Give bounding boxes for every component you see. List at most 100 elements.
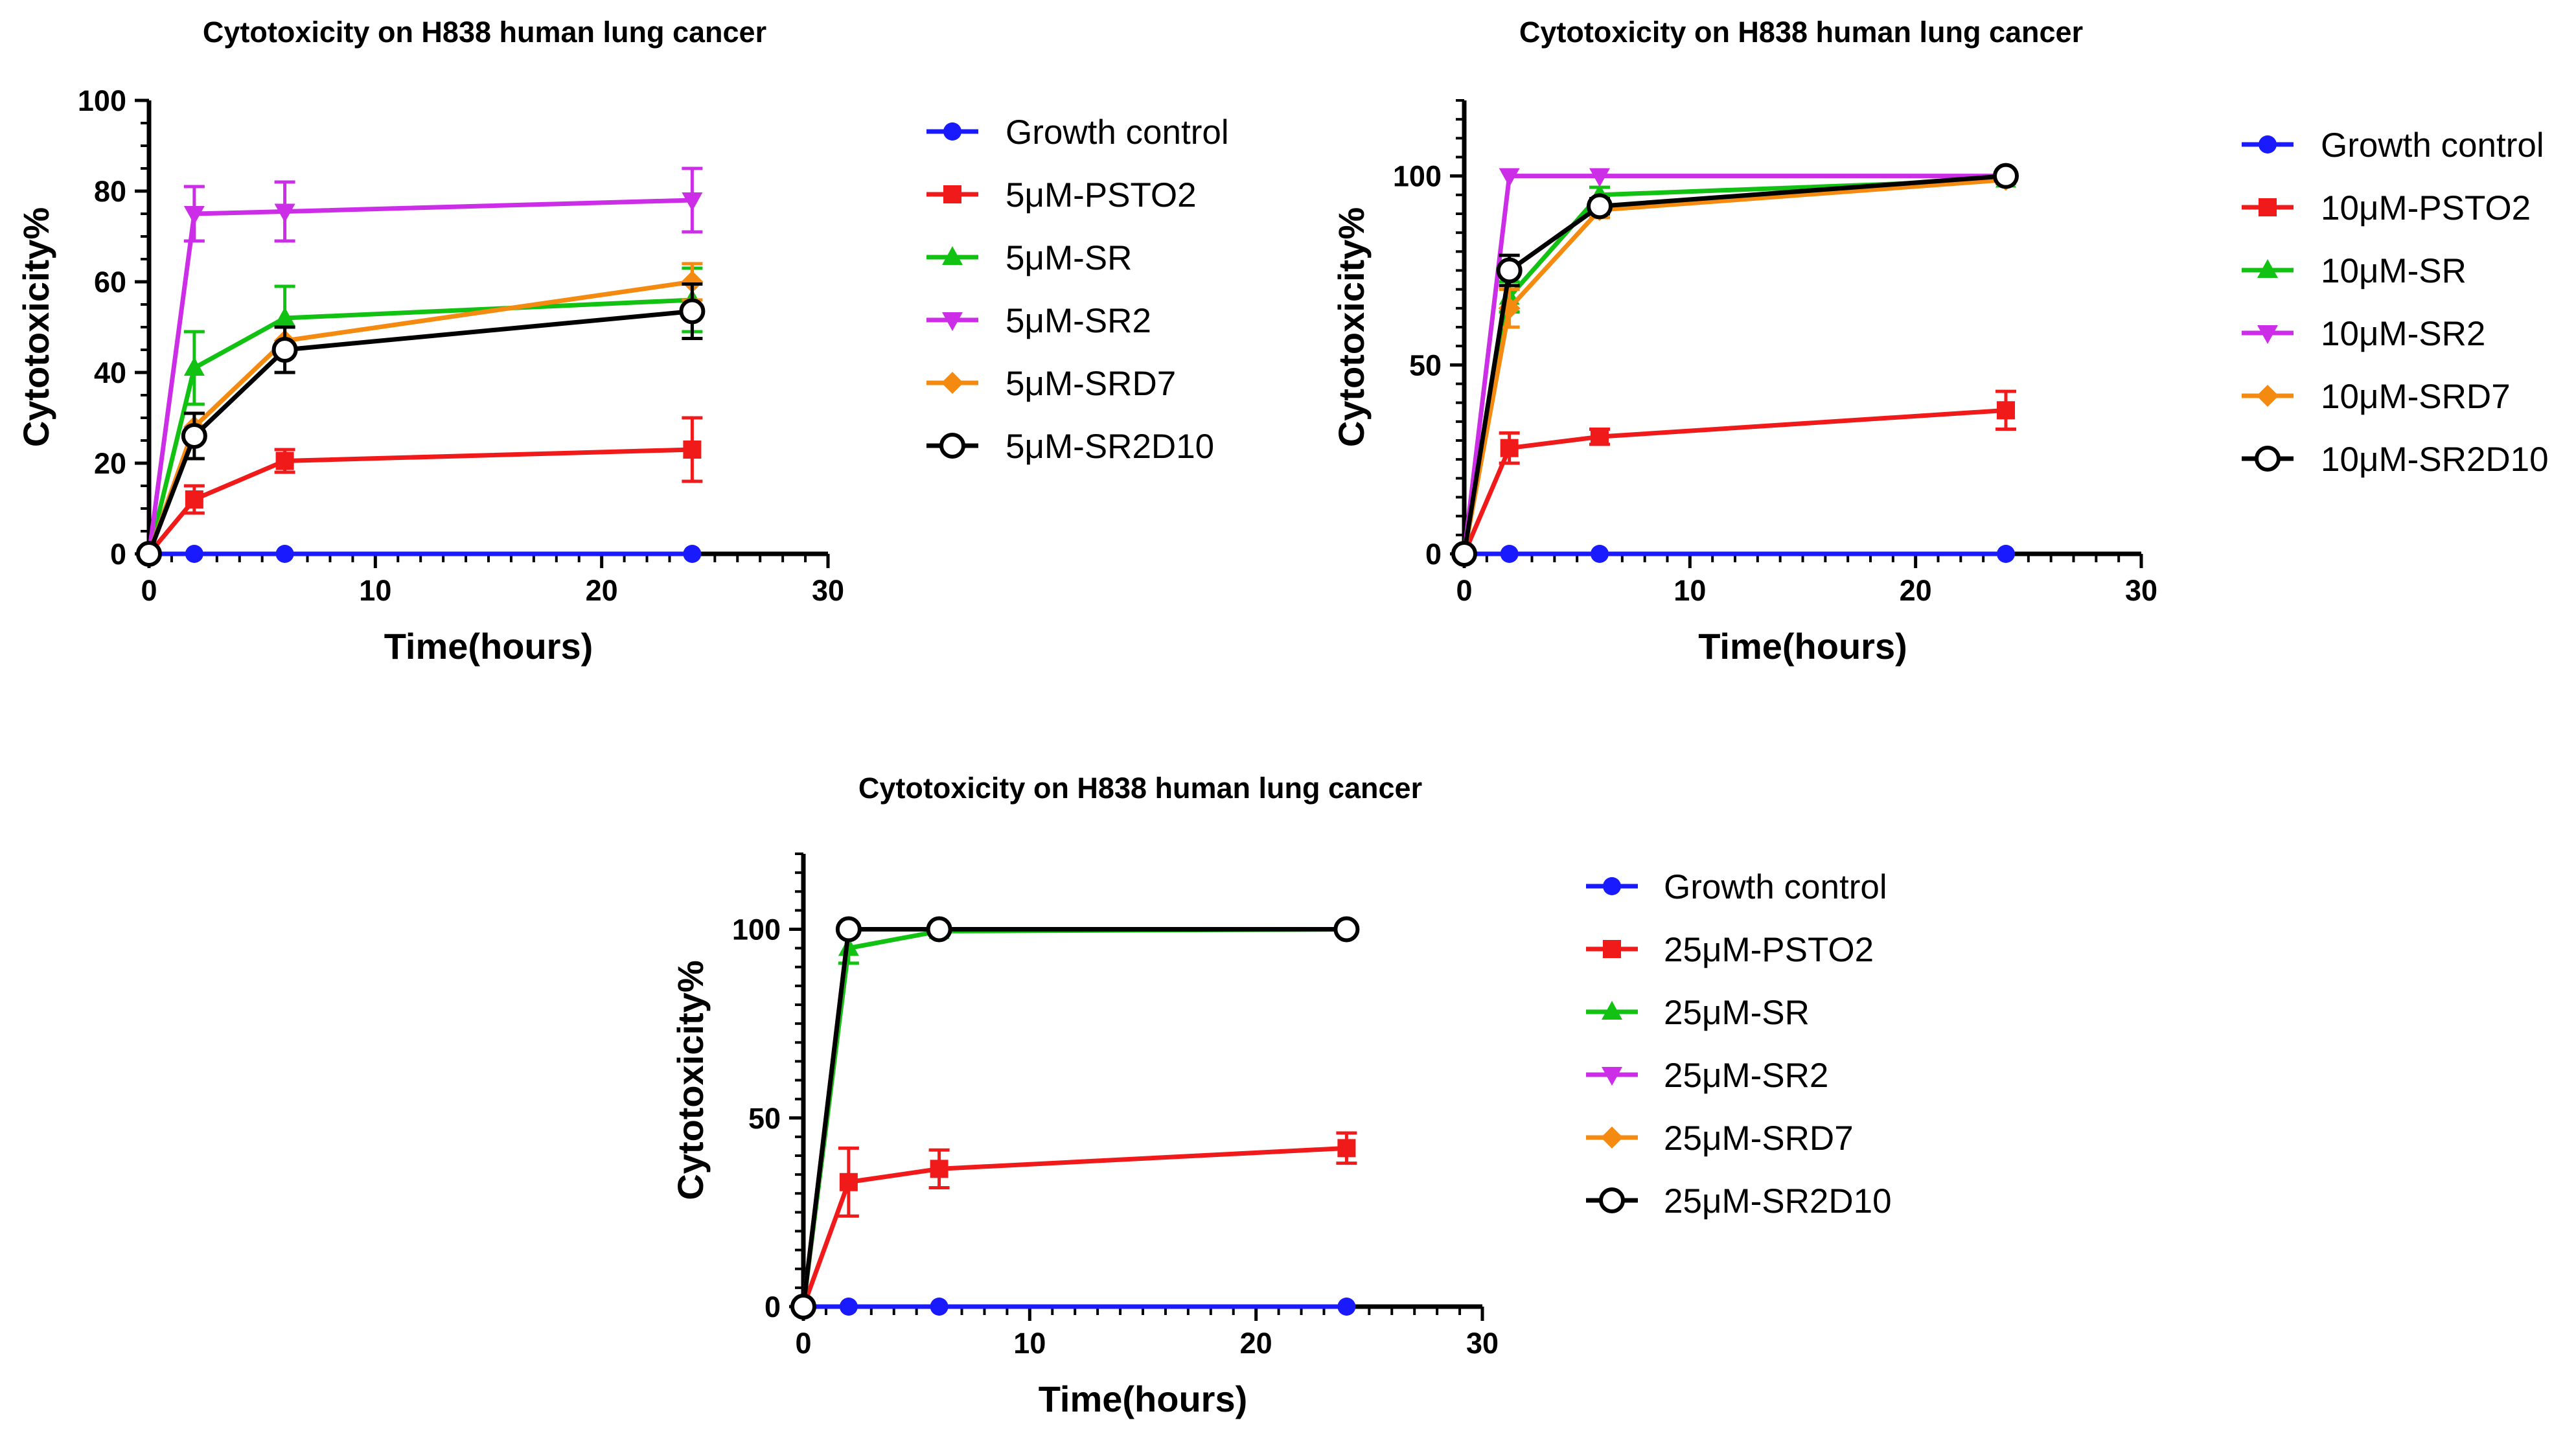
legend-marker [942, 312, 963, 331]
data-point [1499, 168, 1520, 187]
y-tick-label: 50 [1409, 349, 1442, 382]
series-line [146, 309, 693, 555]
data-point [274, 203, 295, 223]
series-line [1462, 174, 2006, 555]
data-point [1500, 545, 1519, 563]
data-point [1337, 1139, 1356, 1158]
series-line [1462, 177, 2007, 555]
legend-entry: Growth control [1586, 868, 1887, 906]
data-point [1337, 1298, 1356, 1316]
series-1 [1455, 545, 2015, 563]
data-point [930, 1298, 949, 1316]
data-point [1587, 193, 1613, 220]
x-tick-label: 20 [586, 574, 618, 607]
x-tick-label: 20 [1240, 1327, 1272, 1360]
data-point [274, 307, 295, 326]
x-tick-label: 10 [359, 574, 391, 607]
legend-marker [943, 185, 961, 203]
legend-label: 5μM-SRD7 [1006, 365, 1176, 403]
series-line [1462, 407, 2007, 555]
data-point [839, 1298, 858, 1316]
series-line [146, 279, 693, 555]
data-point [136, 541, 162, 567]
legend-label: Growth control [2321, 126, 2544, 165]
legend-entry: 10μM-SRD7 [2242, 378, 2511, 416]
series-line [801, 927, 1347, 1307]
x-tick-label: 30 [2125, 574, 2157, 607]
series-2 [1455, 389, 2016, 563]
legend-entry: 5μM-SR2D10 [926, 428, 1214, 466]
series-line [801, 1145, 1347, 1308]
data-point [682, 192, 703, 211]
data-point [839, 1173, 858, 1191]
y-tick-label: 100 [1393, 160, 1442, 193]
data-point [930, 1160, 949, 1178]
x-tick-label: 10 [1673, 574, 1706, 607]
y-axis-label: Cytotoxicity% [670, 960, 711, 1200]
series-4 [139, 166, 703, 565]
x-tick-label: 10 [1013, 1327, 1046, 1360]
legend-label: 5μM-SR2D10 [1006, 428, 1214, 466]
series-3 [139, 266, 703, 562]
legend-marker [2255, 446, 2281, 472]
series-3 [793, 918, 1357, 1314]
series-5 [792, 918, 1358, 1318]
y-tick-label: 0 [110, 538, 126, 571]
y-tick-label: 50 [748, 1102, 781, 1135]
x-axis-label: Time(hours) [384, 626, 593, 667]
data-point [926, 916, 952, 943]
data-point [1496, 257, 1523, 284]
series-5 [138, 262, 704, 565]
data-point [1997, 401, 2015, 420]
x-tick-label: 30 [1466, 1327, 1499, 1360]
legend-marker [941, 372, 963, 394]
data-point [185, 545, 203, 563]
legend-entry: 10μM-SR2D10 [2242, 441, 2549, 479]
series-6 [790, 916, 1360, 1320]
data-point [1997, 545, 2015, 563]
chart-1: Cytotoxicity on H838 human lung cancer 0 1… [16, 16, 1229, 667]
legend-label: 25μM-SRD7 [1664, 1119, 1854, 1158]
legend-marker [1603, 877, 1621, 895]
legend-entry: Growth control [2242, 126, 2544, 165]
series-line [146, 198, 693, 555]
legend-marker [2257, 385, 2279, 407]
x-tick-label: 0 [141, 574, 157, 607]
legend-entry: 10μM-SR2 [2242, 315, 2485, 353]
series-line [1462, 174, 2007, 555]
y-tick-label: 20 [94, 447, 126, 480]
y-tick-label: 60 [94, 266, 126, 299]
legend-label: 10μM-SR2D10 [2321, 441, 2549, 479]
y-tick-label: 100 [732, 913, 781, 946]
x-tick-label: 0 [795, 1327, 811, 1360]
legend-marker [2257, 259, 2278, 278]
legend-marker [939, 433, 965, 459]
legend-label: 10μM-SR [2321, 252, 2467, 290]
series-5 [1453, 168, 2017, 565]
legend-marker [2259, 198, 2277, 216]
data-point [1589, 168, 1610, 187]
legend-entry: 10μM-PSTO2 [2242, 189, 2531, 227]
x-axis-label: Time(hours) [1698, 626, 1907, 667]
legend-entry: 25μM-SRD7 [1586, 1119, 1854, 1158]
y-tick-label: 100 [78, 84, 126, 117]
x-tick-label: 20 [1900, 574, 1932, 607]
data-point [683, 441, 702, 459]
chart-2: Cytotoxicity on H838 human lung cancer 0 1… [1331, 16, 2549, 667]
legend-label: 25μM-SR2D10 [1664, 1182, 1892, 1220]
legend-entry: 25μM-SR2 [1586, 1057, 1828, 1095]
legend-label: 5μM-PSTO2 [1006, 176, 1197, 214]
chart-title: Cytotoxicity on H838 human lung cancer [1519, 16, 2083, 49]
data-point [1333, 916, 1360, 943]
legend-label: 10μM-SR2 [2321, 315, 2485, 353]
legend-label: Growth control [1006, 113, 1229, 152]
series-line [801, 927, 1347, 1307]
data-point [181, 423, 207, 449]
legend-label: 25μM-SR2 [1664, 1057, 1828, 1095]
legend-entry: 25μM-SR [1586, 994, 1810, 1032]
legend-entry: 5μM-SRD7 [926, 365, 1176, 403]
series-4 [1454, 168, 2016, 565]
legend-entry: 5μM-SR2 [926, 302, 1151, 340]
legend-marker [1599, 1187, 1625, 1213]
